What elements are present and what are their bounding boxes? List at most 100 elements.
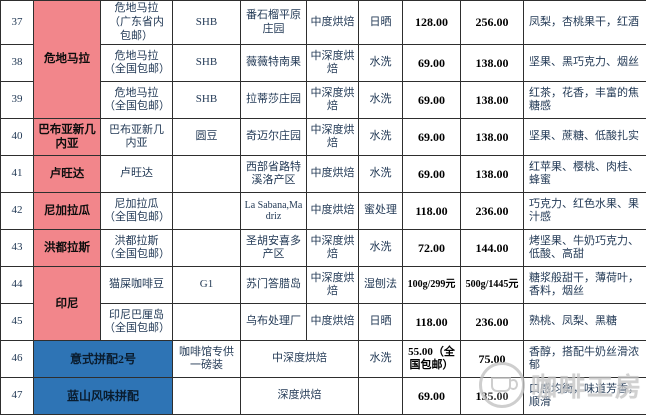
cell-process-method: 水洗 — [358, 118, 403, 157]
cell-price-250g: 69.00 — [402, 155, 461, 194]
cell-farm: 苏门答腊岛 — [240, 266, 307, 305]
cell-process-method: 水洗 — [358, 340, 403, 379]
cell-row-number: 40 — [0, 118, 34, 157]
cell-flavor-notes: 糖浆般甜干，薄荷叶，香料，烟丝 — [523, 266, 646, 305]
cell-farm: 番石榴平原庄园 — [240, 0, 307, 46]
cell-flavor-notes: 巧克力、红色水果、果汁感 — [523, 192, 646, 231]
cell-process-method: 日晒 — [358, 0, 403, 46]
cell-row-number: 44 — [0, 266, 34, 305]
cell-grade: SHB — [172, 0, 241, 46]
table-row: 38 危地马拉（全国包邮） SHB 薇薇特南果 中深度烘焙 水洗 69.00 1… — [0, 44, 646, 83]
cell-price-250g: 55.00（全国包邮） — [402, 340, 461, 379]
cell-price-250g: 118.00 — [402, 303, 461, 342]
cell-flavor-notes: 熟桃、凤梨、黑糖 — [523, 303, 646, 342]
cell-price-500g: 138.00 — [460, 44, 524, 83]
cell-flavor-notes: 凤梨，杏桃果干，红酒 — [523, 0, 646, 46]
cell-farm: 西部省路特溪洛产区 — [240, 155, 307, 194]
cell-flavor-notes: 口感均衡，味道芳香，顺滑 — [523, 377, 646, 415]
cell-blend-name: 蓝山风味拼配 — [33, 377, 173, 415]
cell-flavor-notes: 红茶，花香，丰富的焦糖感 — [523, 81, 646, 120]
cell-row-number: 39 — [0, 81, 34, 120]
table-row: 46 意式拼配2号 咖啡馆专供一磅装 中深度烘焙 水洗 55.00（全国包邮） … — [0, 340, 646, 379]
cell-country: 巴布亚新几内亚 — [33, 118, 101, 157]
table-row: 39 危地马拉（全国包邮） SHB 拉蒂莎庄园 中深度烘焙 水洗 69.00 1… — [0, 81, 646, 120]
cell-process-method: 水洗 — [358, 155, 403, 194]
cell-flavor-notes: 坚果、黑巧克力、烟丝 — [523, 44, 646, 83]
cell-row-number: 47 — [0, 377, 34, 415]
table-row: 40 巴布亚新几内亚 巴布亚新几内亚 圆豆 奇迈尔庄园 中深度烘焙 水洗 69.… — [0, 118, 646, 157]
cell-price-250g: 128.00 — [402, 0, 461, 46]
cell-region: 危地马拉（全国包邮） — [100, 44, 173, 83]
cell-price-250g: 118.00 — [402, 192, 461, 231]
cell-farm: 奇迈尔庄园 — [240, 118, 307, 157]
cell-process-method — [358, 377, 403, 415]
cell-price-250g: 69.00 — [402, 377, 461, 415]
cell-region: 猫屎咖啡豆 — [100, 266, 173, 305]
cell-flavor-notes: 坚果、蔗糖、低酸扎实 — [523, 118, 646, 157]
cell-roast-level: 中度烘焙 — [306, 303, 359, 342]
table-row: 41 卢旺达 卢旺达 西部省路特溪洛产区 中度烘焙 水洗 69.00 138.0… — [0, 155, 646, 194]
cell-country: 尼加拉瓜 — [33, 192, 101, 231]
table-row: 42 尼加拉瓜 尼加拉瓜（全国包邮） La Sabana,Madriz 中度烘焙… — [0, 192, 646, 231]
cell-process-method: 蜜处理 — [358, 192, 403, 231]
cell-farm: La Sabana,Madriz — [240, 192, 307, 231]
cell-farm: 乌布处理厂 — [240, 303, 307, 342]
cell-price-500g: 144.00 — [460, 229, 524, 268]
cell-row-number: 38 — [0, 44, 34, 83]
cell-roast-level: 中深度烘焙 — [306, 44, 359, 83]
cell-grade — [172, 303, 241, 342]
cell-grade: SHB — [172, 44, 241, 83]
cell-price-500g: 500g/1445元 — [460, 266, 524, 305]
cell-row-number: 43 — [0, 229, 34, 268]
cell-roast-level: 中度烘焙 — [306, 155, 359, 194]
table-row: 44 印尼 猫屎咖啡豆 G1 苏门答腊岛 中深度烘焙 湿刨法 100g/299元… — [0, 266, 646, 342]
cell-row-number: 45 — [0, 303, 34, 342]
cell-price-250g: 69.00 — [402, 81, 461, 120]
cell-farm: 圣胡安喜多产区 — [240, 229, 307, 268]
cell-region: 卢旺达 — [100, 155, 173, 194]
cell-grade — [172, 229, 241, 268]
cell-price-250g: 100g/299元 — [402, 266, 461, 305]
cell-row-number: 46 — [0, 340, 34, 379]
cell-grade: SHB — [172, 81, 241, 120]
cell-price-500g: 75.00 — [460, 340, 524, 379]
cell-region: 尼加拉瓜（全国包邮） — [100, 192, 173, 231]
cell-row-number: 42 — [0, 192, 34, 231]
cell-blend-name: 意式拼配2号 — [33, 340, 173, 379]
cell-roast-level: 中深度烘焙 — [306, 118, 359, 157]
table-row: 37 危地马拉 危地马拉（广东省内包邮） SHB 番石榴平原庄园 中度烘焙 日晒… — [0, 0, 646, 120]
cell-flavor-notes: 烤坚果、牛奶巧克力、低酸、高甜 — [523, 229, 646, 268]
cell-roast-level: 中深度烘焙 — [306, 81, 359, 120]
cell-region: 危地马拉（全国包邮） — [100, 81, 173, 120]
cell-process-method: 水洗 — [358, 229, 403, 268]
cell-price-250g: 72.00 — [402, 229, 461, 268]
cell-roast-level: 中度烘焙 — [306, 192, 359, 231]
cell-grade: 咖啡馆专供一磅装 — [172, 340, 241, 379]
cell-row-number: 37 — [0, 0, 34, 46]
cell-region: 洪都拉斯（全国包邮） — [100, 229, 173, 268]
cell-grade — [172, 377, 241, 415]
cell-country: 危地马拉 — [33, 0, 101, 120]
cell-region: 印尼巴厘岛（全国包邮） — [100, 303, 173, 342]
cell-flavor-notes: 香醇，搭配牛奶丝滑浓郁 — [523, 340, 646, 379]
cell-process-method: 湿刨法 — [358, 266, 403, 305]
cell-country: 印尼 — [33, 266, 101, 342]
cell-price-500g: 236.00 — [460, 192, 524, 231]
table-row: 47 蓝山风味拼配 深度烘焙 69.00 135.00 口感均衡，味道芳香，顺滑 — [0, 377, 646, 415]
cell-roast-level: 中度烘焙 — [306, 0, 359, 46]
cell-roast-level: 中深度烘焙 — [240, 340, 359, 379]
cell-price-500g: 236.00 — [460, 303, 524, 342]
cell-region: 巴布亚新几内亚 — [100, 118, 173, 157]
cell-roast-level: 深度烘焙 — [240, 377, 359, 415]
table-row: 45 印尼巴厘岛（全国包邮） 乌布处理厂 中度烘焙 日晒 118.00 236.… — [0, 303, 646, 342]
cell-region: 危地马拉（广东省内包邮） — [100, 0, 173, 46]
cell-price-500g: 138.00 — [460, 81, 524, 120]
cell-country: 洪都拉斯 — [33, 229, 101, 268]
cell-roast-level: 中深度烘焙 — [306, 266, 359, 305]
cell-price-500g: 256.00 — [460, 0, 524, 46]
cell-process-method: 水洗 — [358, 44, 403, 83]
cell-price-500g: 135.00 — [460, 377, 524, 415]
cell-farm: 薇薇特南果 — [240, 44, 307, 83]
